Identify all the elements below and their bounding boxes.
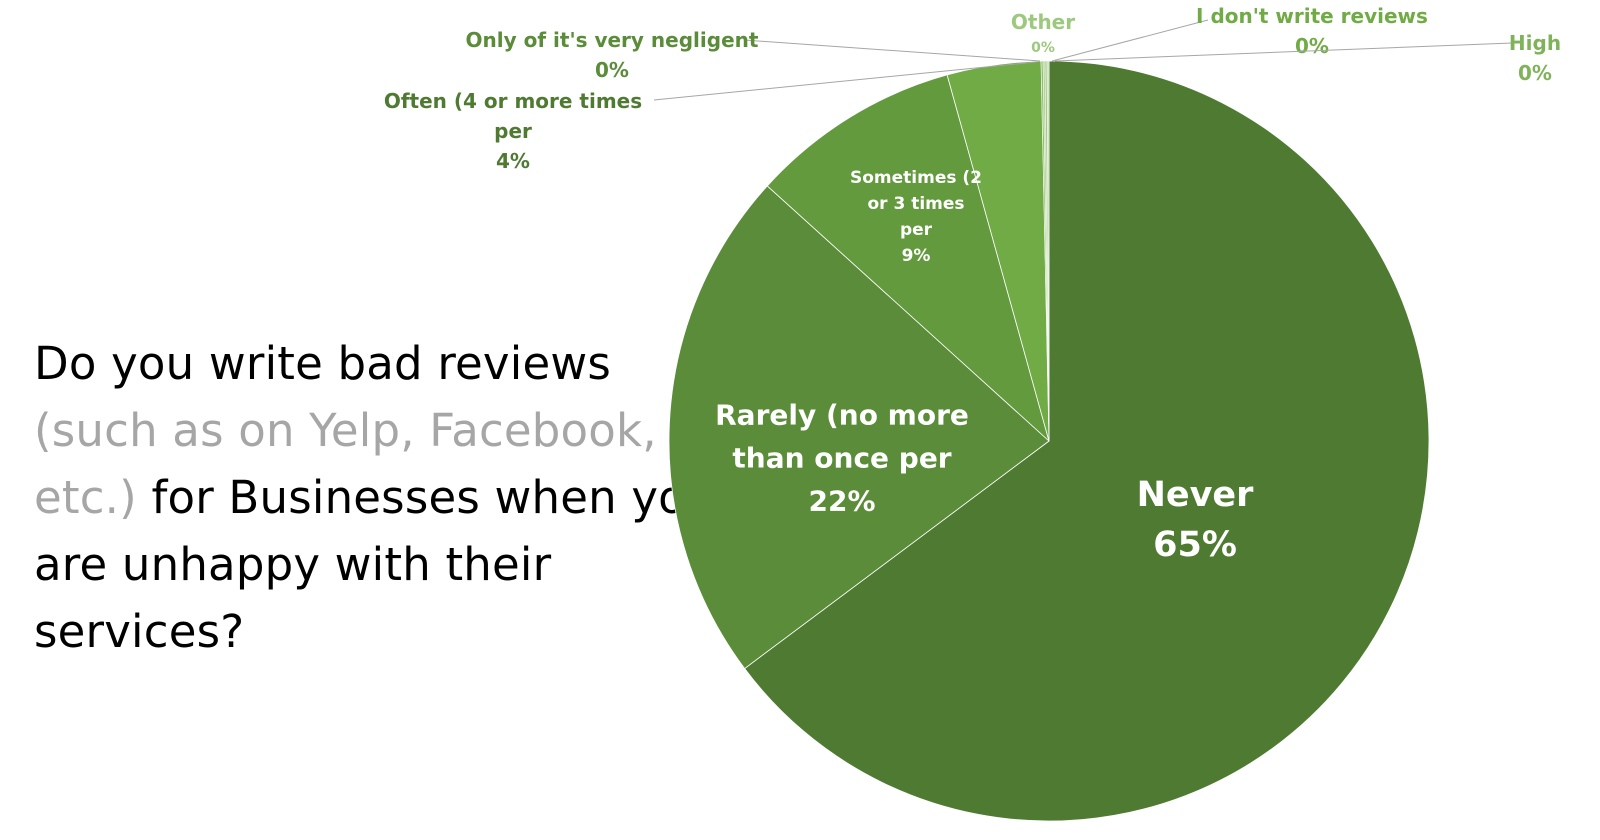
slice-label-4-line-0: Only of it's very negligent [466,28,759,52]
question-part-examples: (such as on Yelp, Facebook, etc.) [34,404,657,524]
question-part-main: Do you write bad reviews [34,337,611,390]
slice-label-0-line-0: Never [1137,475,1255,515]
pie-slice-7 [1046,60,1050,442]
slice-percent-3: 4% [496,149,530,173]
leader-line-6 [1051,19,1209,62]
leader-line-7 [1054,42,1513,62]
slice-label-2-line-1: or 3 times [867,194,964,214]
slice-percent-7: 0% [1518,61,1552,85]
question-text: Do you write bad reviews (such as on Yel… [34,330,734,665]
slice-label-3-line-0: Often (4 or more times [384,89,642,113]
slice-percent-4: 0% [595,58,629,82]
leader-line-4 [743,39,1041,62]
slice-label-6-line-0: I don't write reviews [1196,4,1428,28]
slice-percent-1: 22% [808,485,875,518]
slice-label-7-line-0: High [1509,31,1561,55]
leader-line-3 [653,61,1037,101]
pie-slice-1 [668,185,1050,669]
slice-percent-5: 0% [1031,40,1055,56]
slice-label-2-line-2: per [900,220,933,240]
pie-slice-0 [744,60,1430,822]
pie-slice-2 [766,74,1050,442]
slice-label-5-line-0: Other [1011,10,1075,34]
slice-percent-2: 9% [902,246,931,266]
slice-label-3-line-1: per [494,119,532,143]
slice-label-1-line-0: Rarely (no more [715,399,969,432]
question-part-end: for Businesses when you are unhappy with… [34,471,715,658]
slice-label-1-line-1: than once per [732,442,951,475]
slice-percent-6: 0% [1295,34,1329,58]
slice-label-2-line-0: Sometimes (2 [850,168,982,188]
slice-percent-0: 65% [1153,525,1237,565]
